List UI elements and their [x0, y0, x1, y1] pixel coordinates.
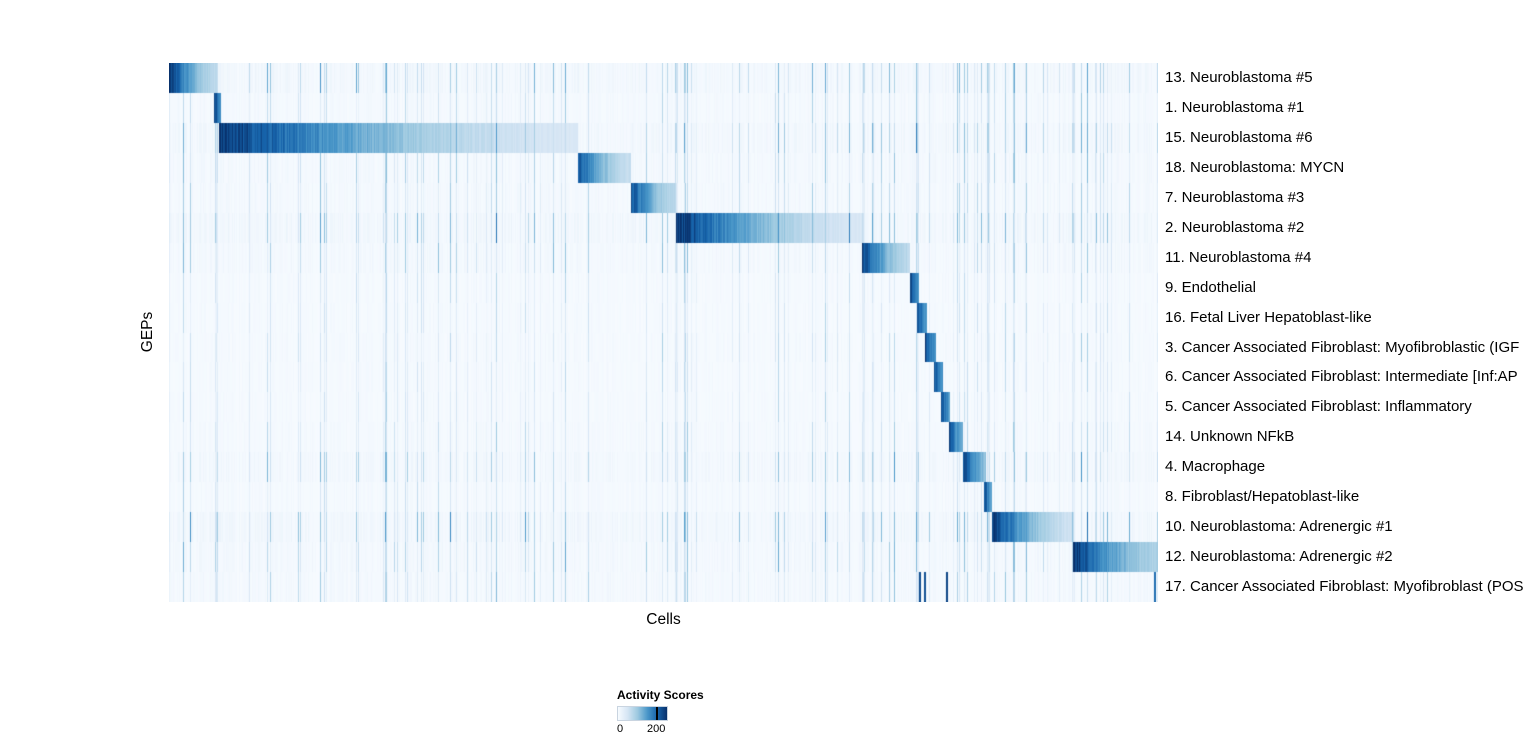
legend-min-label: 0 — [617, 723, 624, 735]
row-label: 5. Cancer Associated Fibroblast: Inflamm… — [1165, 398, 1472, 416]
legend-gradient-bar — [617, 706, 668, 721]
heatmap-canvas — [169, 63, 1158, 602]
row-label: 15. Neuroblastoma #6 — [1165, 128, 1313, 146]
row-label: 17. Cancer Associated Fibroblast: Myofib… — [1165, 578, 1524, 596]
row-label: 11. Neuroblastoma #4 — [1165, 248, 1312, 266]
row-label: 7. Neuroblastoma #3 — [1165, 188, 1305, 206]
row-label: 12. Neuroblastoma: Adrenergic #2 — [1165, 548, 1393, 566]
row-label: 14. Unknown NFkB — [1165, 428, 1295, 446]
row-label: 4. Macrophage — [1165, 458, 1266, 476]
row-label: 2. Neuroblastoma #2 — [1165, 218, 1305, 236]
legend-title: Activity Scores — [617, 688, 704, 702]
row-label: 10. Neuroblastoma: Adrenergic #1 — [1165, 518, 1393, 536]
row-label: 6. Cancer Associated Fibroblast: Interme… — [1165, 368, 1518, 386]
row-label: 3. Cancer Associated Fibroblast: Myofibr… — [1165, 338, 1520, 356]
legend-max-label: 200 — [647, 723, 666, 735]
y-axis-label: GEPs — [139, 311, 156, 353]
row-labels: 13. Neuroblastoma #5 1. Neuroblastoma #1 1… — [1165, 63, 1540, 602]
legend-max-tick — [656, 707, 659, 720]
row-label: 1. Neuroblastoma #1 — [1165, 98, 1305, 116]
row-label: 18. Neuroblastoma: MYCN — [1165, 158, 1345, 176]
row-label: 8. Fibroblast/Hepatoblast-like — [1165, 488, 1360, 506]
legend-tick-labels: 0 200 — [617, 723, 666, 737]
x-axis-label: Cells — [646, 611, 681, 628]
row-label: 13. Neuroblastoma #5 — [1165, 69, 1313, 86]
row-label: 9. Endothelial — [1165, 278, 1256, 296]
row-label: 16. Fetal Liver Hepatoblast-like — [1165, 308, 1372, 326]
activity-scores-legend: Activity Scores 0 200 — [617, 688, 737, 737]
